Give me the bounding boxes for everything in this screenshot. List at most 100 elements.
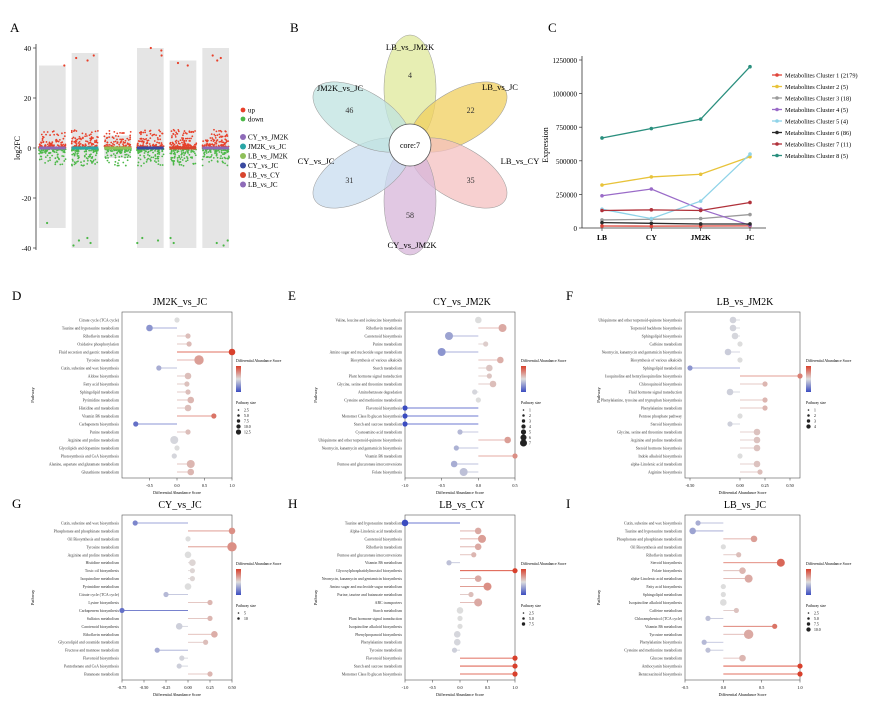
pathway-label: Starch metabolism bbox=[373, 609, 402, 613]
down-point bbox=[161, 164, 164, 166]
down-point bbox=[220, 149, 223, 152]
pathway-label: Phenylpropanoid biosynthesis bbox=[355, 633, 402, 637]
down-point bbox=[53, 151, 56, 153]
pathway-label: Citrate cycle (TCA cycle) bbox=[79, 593, 120, 597]
up-point bbox=[85, 140, 87, 143]
up-point bbox=[56, 140, 59, 142]
pathway-label: Cysteine and methionine metabolism bbox=[344, 399, 402, 403]
up-point bbox=[213, 139, 216, 142]
down-point bbox=[73, 163, 76, 166]
legend-marker bbox=[775, 73, 779, 77]
up-point bbox=[139, 137, 142, 140]
lollipop-dot bbox=[474, 527, 482, 535]
legend-label: down bbox=[248, 116, 264, 124]
size-legend-dot bbox=[807, 414, 810, 417]
pathway-label: Caffeine metabolism bbox=[650, 609, 682, 613]
pathway-label: Sphingolipid metabolism bbox=[643, 367, 682, 371]
up-point bbox=[170, 130, 173, 133]
up-point bbox=[53, 133, 56, 136]
pathway-label: Carotenoid biosynthesis bbox=[365, 537, 403, 541]
up-point bbox=[80, 138, 82, 141]
down-point bbox=[129, 156, 132, 158]
size-legend-label: 3 bbox=[814, 419, 816, 423]
pathway-label: Photosynthesis and CoA biosynthesis bbox=[61, 455, 120, 459]
lollipop-dot bbox=[170, 436, 179, 444]
lollipop-dot bbox=[486, 364, 493, 372]
down-point bbox=[61, 149, 63, 152]
up-point bbox=[216, 134, 219, 137]
up-point bbox=[60, 143, 63, 146]
pathway-label: Butanoate metabolism bbox=[84, 673, 119, 677]
up-point bbox=[215, 141, 218, 143]
pathway-label: Biosynthesis of various alkaloids bbox=[630, 359, 682, 363]
y-axis-label: Pathway bbox=[596, 589, 601, 605]
down-point bbox=[94, 149, 97, 152]
up-point bbox=[144, 131, 147, 134]
down-point bbox=[38, 149, 40, 152]
up-point bbox=[49, 144, 52, 146]
pathway-label: Riboflavin metabolism bbox=[83, 335, 119, 339]
up-point bbox=[218, 136, 221, 139]
lollipop-dot bbox=[451, 647, 458, 653]
pathway-label: Arginine and proline metabolism bbox=[631, 439, 682, 443]
panel-letter-i: I bbox=[566, 496, 570, 511]
y-tick-label: 0 bbox=[574, 225, 578, 233]
down-point bbox=[114, 163, 116, 166]
lollipop-dot bbox=[695, 520, 701, 526]
x-tick-label: 1.0 bbox=[797, 685, 802, 690]
down-point bbox=[179, 158, 182, 160]
down-point bbox=[216, 156, 219, 159]
legend-dot bbox=[240, 143, 246, 150]
down-point bbox=[146, 159, 149, 161]
down-point bbox=[126, 159, 129, 162]
pathway-label: Isoquinoline metabolism bbox=[80, 577, 119, 581]
lollipop-dot bbox=[186, 341, 192, 347]
down-point bbox=[170, 150, 173, 153]
down-point bbox=[85, 153, 88, 156]
up-point bbox=[82, 136, 84, 139]
size-legend-dot bbox=[806, 627, 811, 632]
color-scale-bar bbox=[521, 366, 526, 392]
size-legend-label: 2.5 bbox=[244, 408, 249, 412]
up-point bbox=[140, 133, 142, 136]
pathway-label: Caffeine metabolism bbox=[650, 343, 682, 347]
up-point bbox=[214, 134, 217, 137]
up-point bbox=[173, 129, 176, 132]
lollipop-dot bbox=[512, 663, 518, 669]
legend-label: Metabolites Cluster 5 (4) bbox=[785, 119, 848, 126]
down-point bbox=[85, 150, 88, 153]
pathway-label: Tyrosine metabolism bbox=[86, 545, 119, 549]
pathway-label: alpha-Linolenic acid metabolism bbox=[631, 463, 682, 467]
size-legend-dot bbox=[807, 617, 810, 620]
up-point bbox=[157, 138, 159, 141]
down-point bbox=[124, 164, 127, 167]
petal-label: JM2K_vs_JC bbox=[317, 83, 364, 93]
lollipop-dot bbox=[456, 607, 464, 614]
down-point bbox=[157, 163, 160, 166]
pathway-label: Pentose phosphate pathway bbox=[639, 415, 682, 419]
x-tick-label: 0.50 bbox=[786, 483, 793, 488]
series-point bbox=[600, 218, 604, 222]
lollipop-dot bbox=[457, 615, 463, 621]
up-point bbox=[214, 142, 216, 144]
down-point bbox=[109, 149, 112, 152]
up-point bbox=[129, 131, 132, 133]
y-axis-label: Pathway bbox=[30, 589, 35, 605]
legend-title: Differential Abundance Score bbox=[236, 562, 282, 566]
up-point bbox=[70, 141, 73, 143]
pathway-label: Starch metabolism bbox=[373, 367, 402, 371]
down-outlier-point bbox=[77, 239, 81, 242]
down-point bbox=[122, 161, 125, 164]
lollipop-dot bbox=[757, 469, 763, 475]
legend-marker bbox=[775, 96, 779, 100]
series-line bbox=[601, 188, 751, 226]
legend-label: Metabolites Cluster 6 (86) bbox=[785, 130, 851, 137]
y-tick-label: 1000000 bbox=[553, 91, 578, 99]
pathway-label: Monomer Class lb glucan biosynthesis bbox=[342, 673, 403, 677]
lollipop-dot bbox=[185, 429, 191, 435]
series-point bbox=[698, 222, 703, 226]
up-point bbox=[74, 140, 77, 143]
series-point bbox=[649, 175, 654, 179]
y-tick-label: 500000 bbox=[556, 158, 578, 166]
down-point bbox=[227, 149, 230, 151]
